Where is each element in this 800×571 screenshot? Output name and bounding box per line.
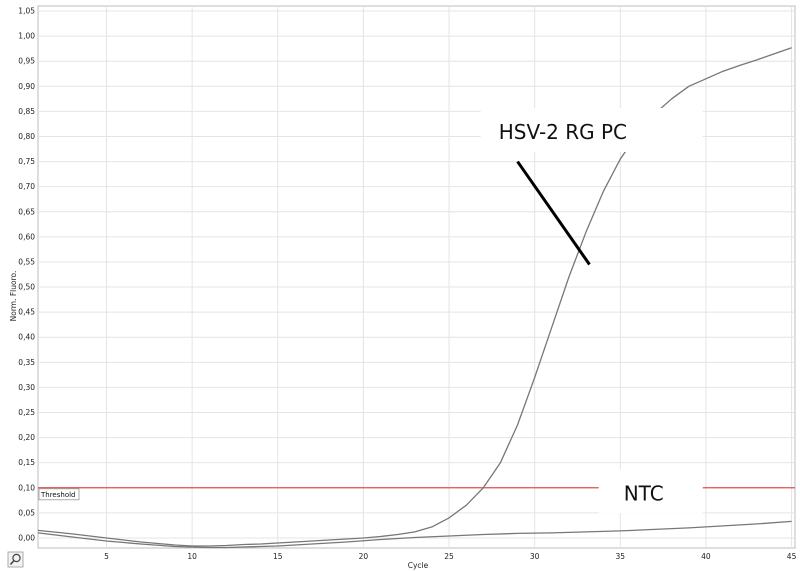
plot-area bbox=[37, 5, 796, 549]
x-tick-label: 35 bbox=[616, 552, 626, 561]
y-tick-label: 0,40 bbox=[18, 333, 35, 342]
y-tick-label: 1,05 bbox=[18, 7, 35, 16]
series-line-ntc bbox=[37, 520, 792, 549]
annotation-ntc-background bbox=[598, 469, 703, 514]
annotation-ntc: NTC bbox=[624, 481, 664, 505]
y-tick-label: 0,00 bbox=[18, 533, 35, 542]
threshold-label: Threshold bbox=[40, 491, 76, 499]
y-tick-label: 0,55 bbox=[18, 257, 35, 266]
y-tick-label: 0,85 bbox=[18, 107, 35, 116]
y-tick-labels: 0,00 0,05 0,10 0,15 0,20 0,25 0,30 0,35 0,40 0,45… bbox=[18, 7, 35, 543]
x-tick-label: 40 bbox=[701, 552, 711, 561]
x-tick-label: 5 bbox=[104, 552, 109, 561]
series-line-hsv-2-rg-pc bbox=[37, 47, 792, 547]
y-tick-label: 0,95 bbox=[18, 57, 35, 66]
x-tick-label: 10 bbox=[187, 552, 197, 561]
y-tick-label: 0,80 bbox=[18, 132, 35, 141]
x-tick-labels: 5 10 15 20 25 30 35 40 45 bbox=[104, 552, 796, 561]
y-tick-label: 0,90 bbox=[18, 82, 35, 91]
gridlines bbox=[38, 6, 795, 548]
y-tick-label: 0,35 bbox=[18, 358, 35, 367]
x-tick-label: 25 bbox=[444, 552, 454, 561]
magnifier-icon[interactable] bbox=[7, 551, 24, 568]
y-tick-label: 0,15 bbox=[18, 458, 35, 467]
annotation-pointer-line bbox=[516, 160, 591, 266]
y-tick-label: 0,45 bbox=[18, 308, 35, 317]
series-lines bbox=[37, 47, 792, 549]
threshold-label-box bbox=[38, 488, 80, 501]
x-tick-label: 15 bbox=[273, 552, 283, 561]
x-axis-title: Cycle bbox=[408, 561, 429, 570]
y-tick-label: 0,30 bbox=[18, 383, 35, 392]
y-tick-label: 1,00 bbox=[18, 32, 35, 41]
y-tick-label: 0,60 bbox=[18, 232, 35, 241]
y-tick-label: 0,10 bbox=[18, 483, 35, 492]
y-tick-label: 0,25 bbox=[18, 408, 35, 417]
annotation-hsv-2-rg-pc: HSV-2 RG PC bbox=[499, 120, 627, 144]
x-tick-label: 30 bbox=[530, 552, 540, 561]
y-tick-label: 0,05 bbox=[18, 508, 35, 517]
x-tick-label: 20 bbox=[359, 552, 369, 561]
y-tick-label: 0,75 bbox=[18, 157, 35, 166]
y-tick-label: 0,70 bbox=[18, 182, 35, 191]
y-axis-title: Norm. Fluoro. bbox=[9, 271, 18, 322]
y-tick-label: 0,50 bbox=[18, 283, 35, 292]
x-tick-label: 45 bbox=[787, 552, 797, 561]
annotation-hsv-background bbox=[480, 107, 703, 152]
y-tick-label: 0,65 bbox=[18, 207, 35, 216]
y-tick-label: 0,20 bbox=[18, 433, 35, 442]
